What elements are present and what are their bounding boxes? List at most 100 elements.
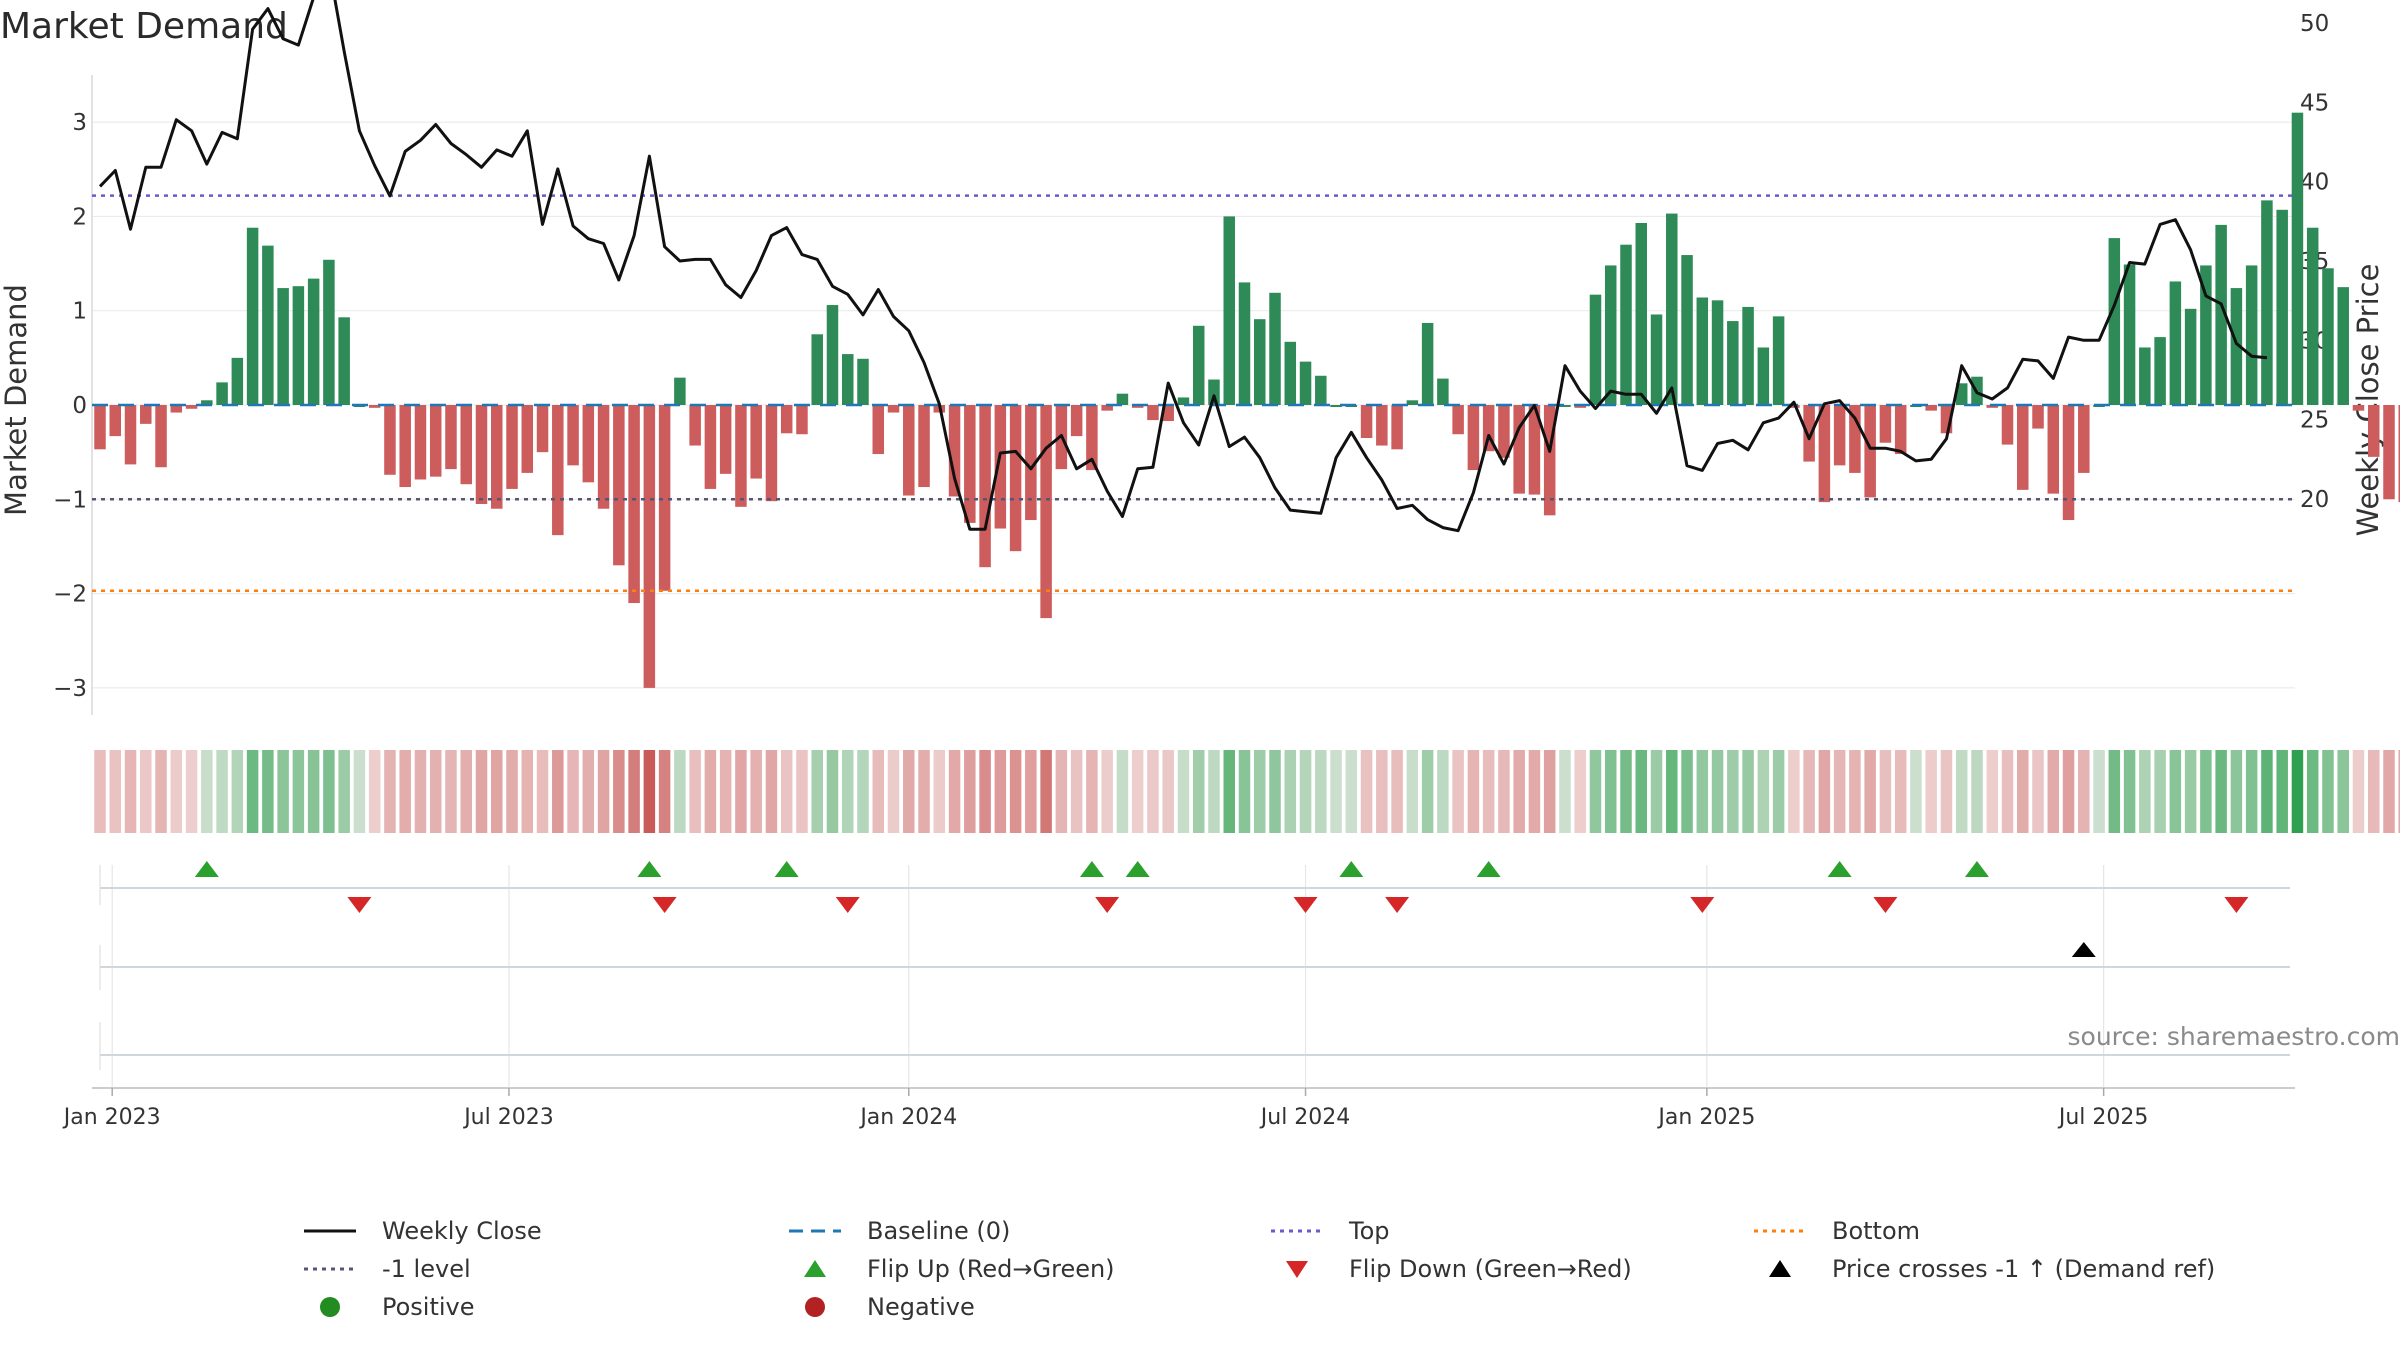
demand-bar: [2200, 265, 2212, 405]
heat-cell: [1482, 750, 1495, 833]
heat-cell: [2169, 750, 2182, 833]
heat-cell: [2398, 750, 2400, 833]
heat-cell: [2123, 750, 2136, 833]
demand-bar: [1238, 282, 1251, 405]
demand-bar: [246, 227, 259, 405]
demand-bar: [826, 305, 839, 405]
demand-bar: [872, 405, 885, 455]
heat-cell: [2062, 750, 2075, 833]
flip-up-marker: [1339, 861, 1364, 877]
heat-cell: [1589, 750, 1602, 833]
demand-bar: [841, 354, 854, 405]
demand-bar: [1025, 405, 1037, 521]
demand-bar: [1757, 347, 1770, 405]
heat-cell: [307, 750, 320, 833]
heat-cell: [1315, 750, 1327, 833]
heat-cell: [1131, 750, 1144, 833]
heat-cell: [2337, 750, 2349, 833]
demand-bar: [1452, 405, 1464, 435]
x-tick-label: Jul 2025: [2057, 1105, 2149, 1130]
flip-down-marker: [1385, 897, 1410, 913]
demand-bar: [2139, 347, 2151, 405]
legend-label: Weekly Close: [382, 1217, 542, 1245]
source-label: source: sharemaestro.com: [2067, 1022, 2400, 1051]
heat-cell: [1254, 750, 1266, 833]
heat-cell: [719, 750, 732, 833]
heat-cell: [414, 750, 427, 833]
demand-bar: [597, 405, 610, 509]
demand-bar: [979, 405, 991, 568]
heat-cell: [2093, 750, 2105, 833]
heat-cell: [2383, 750, 2395, 833]
heat-cell: [170, 750, 183, 833]
flip-down-marker: [347, 897, 372, 913]
heat-cell: [246, 750, 259, 833]
legend-label: Price crosses -1 ↑ (Demand ref): [1832, 1255, 2216, 1283]
heat-cell: [1269, 750, 1281, 833]
heat-cell: [887, 750, 900, 833]
y2-tick-label: 20: [2300, 487, 2329, 513]
demand-bar: [2047, 405, 2060, 494]
legend-item-minus1: -1 level: [300, 1250, 471, 1288]
heat-cell: [2047, 750, 2060, 833]
demand-bar: [2017, 405, 2029, 490]
demand-bar: [1208, 379, 1220, 405]
legend-item-flip-up: Flip Up (Red→Green): [785, 1250, 1115, 1288]
demand-bar: [994, 405, 1007, 529]
heat-cell: [979, 750, 991, 833]
demand-bar: [399, 405, 411, 488]
heat-cell: [2108, 750, 2121, 833]
heat-cell: [1406, 750, 1419, 833]
heat-cell: [1574, 750, 1586, 833]
demand-bar: [1070, 405, 1083, 437]
demand-bar: [491, 405, 503, 509]
demand-bar: [1864, 405, 1876, 498]
demand-bar: [2215, 224, 2227, 405]
heat-cell: [1208, 750, 1220, 833]
y-tick-label: −2: [53, 582, 87, 608]
legend-label: Top: [1349, 1217, 1390, 1245]
heat-cell: [811, 750, 823, 833]
heat-cell: [2078, 750, 2090, 833]
demand-bar: [735, 405, 747, 507]
demand-bar: [1589, 294, 1602, 405]
heat-cell: [597, 750, 610, 833]
flip-up-marker: [1079, 861, 1104, 877]
flip-up-marker: [194, 861, 219, 877]
demand-bar: [719, 405, 732, 474]
heat-cell: [338, 750, 350, 833]
heat-cell: [2276, 750, 2288, 833]
heat-cell: [1727, 750, 1739, 833]
dashed-line-icon: [789, 1229, 841, 1233]
heat-cell: [2032, 750, 2044, 833]
heat-cell: [1009, 750, 1022, 833]
heat-cell: [689, 750, 701, 833]
heat-cell: [933, 750, 946, 833]
heat-cell: [1025, 750, 1037, 833]
heat-cell: [1238, 750, 1251, 833]
demand-bar: [1009, 405, 1022, 552]
heat-cell: [2291, 750, 2304, 833]
demand-bar: [231, 357, 244, 405]
heat-cell: [1711, 750, 1724, 833]
heat-cell: [1330, 750, 1342, 833]
demand-bar: [567, 405, 579, 466]
heat-cell: [368, 750, 381, 833]
y2-tick-label: 25: [2300, 408, 2329, 434]
demand-bar: [1360, 405, 1373, 439]
demand-bar: [1223, 216, 1235, 405]
demand-bar: [170, 405, 183, 413]
heat-cell: [1620, 750, 1632, 833]
heat-cell: [1192, 750, 1205, 833]
demand-bar: [1955, 383, 1968, 405]
legend-item-negative: Negative: [785, 1288, 975, 1326]
heat-cell: [1513, 750, 1525, 833]
demand-bar: [1040, 405, 1052, 619]
heat-cell: [1864, 750, 1876, 833]
demand-bar: [2108, 238, 2121, 405]
heat-cell: [536, 750, 549, 833]
demand-bar: [2169, 281, 2182, 405]
heat-cell: [1467, 750, 1480, 833]
heat-cell: [1223, 750, 1235, 833]
